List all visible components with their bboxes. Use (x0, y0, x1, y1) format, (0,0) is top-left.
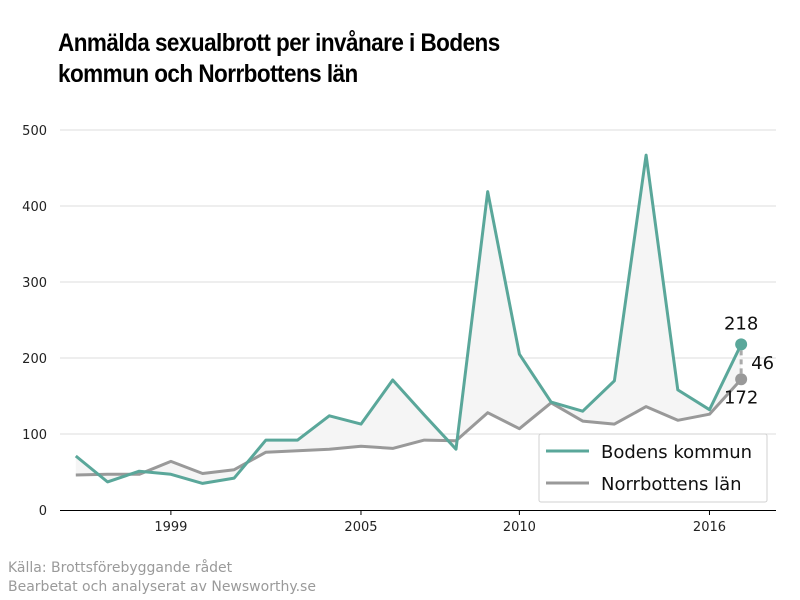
x-tick-label: 2016 (693, 520, 726, 535)
legend-label-norrbotten: Norrbottens län (601, 474, 742, 495)
annotation-last-bodens: 218 (724, 313, 758, 334)
chart-title-line-1: Anmälda sexualbrott per invånare i Boden… (58, 29, 500, 57)
y-ticks: 0 100 200 300 400 500 (22, 124, 47, 519)
end-marker-bodens (735, 338, 748, 351)
source-line-2: Bearbetat och analyserat av Newsworthy.s… (8, 579, 316, 595)
y-tick-label: 200 (22, 352, 47, 367)
source-line-1: Källa: Brottsförebyggande rådet (8, 560, 233, 576)
x-tick-label: 1999 (154, 520, 187, 535)
x-tick-label: 2010 (503, 520, 536, 535)
chart-title: Anmälda sexualbrott per invånare i Boden… (58, 28, 616, 90)
annotation-last-norrbotten: 172 (724, 387, 758, 408)
end-marker-norrbotten (735, 373, 748, 386)
x-ticks: 1999 2005 2010 2016 (154, 510, 726, 535)
x-tick-label: 2005 (344, 520, 377, 535)
end-markers (735, 338, 748, 386)
legend-box (538, 433, 768, 503)
series-line-norrbotten (75, 378, 743, 477)
y-tick-label: 400 (22, 200, 47, 215)
y-tick-label: 300 (22, 276, 47, 291)
y-tick-label: 0 (39, 504, 47, 519)
y-tick-label: 100 (22, 428, 47, 443)
annotations: 218 172 46 (724, 313, 774, 408)
series-lines (74, 153, 743, 485)
difference-area (75, 155, 742, 484)
chart-title-line-2: kommun och Norrbottens län (58, 60, 358, 88)
y-tick-label: 500 (22, 124, 47, 139)
legend-label-bodens: Bodens kommun (601, 442, 752, 463)
annotation-difference: 46 (751, 353, 774, 374)
series-line-bodens (74, 153, 743, 485)
legend: Bodens kommun Norrbottens län (538, 433, 768, 503)
